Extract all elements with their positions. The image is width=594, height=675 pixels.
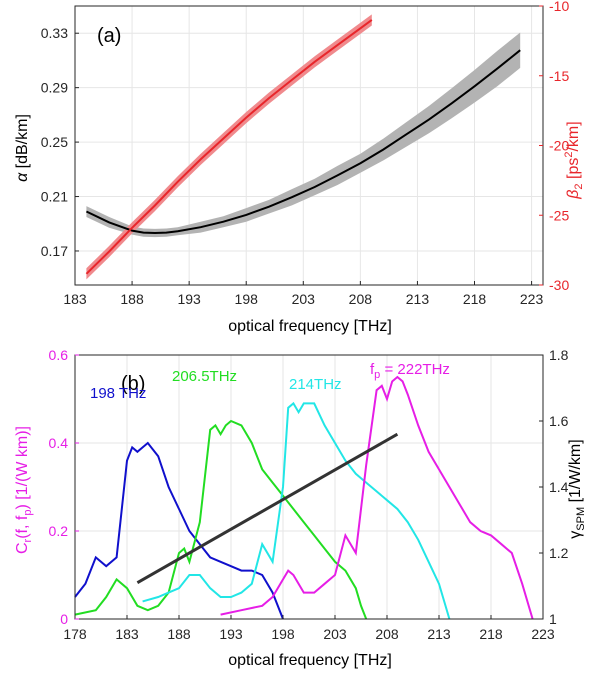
x-tick-label-b-6: 208: [375, 626, 399, 642]
y-tick-label-right-b-4: 1.8: [549, 347, 569, 363]
chart-panel-b: 178 183 188 193 198 203 208 213 218 223 0 0.2 0.4 0.…: [14, 347, 587, 669]
grid-a: [74, 6, 543, 285]
x-tick-label-a-4: 203: [292, 291, 316, 307]
y-tick-label-left-b-1: 0.2: [49, 523, 69, 539]
y-tick-label-right-b-0: 1: [549, 611, 557, 627]
x-tick-label-b-2: 188: [167, 626, 191, 642]
series-line-b-1: [74, 419, 368, 620]
y-ticks-right-b: 1 1.2 1.4 1.6 1.8: [539, 347, 569, 627]
annotations-b: 198 THz 206.5THz 214THz fp = 222THz: [90, 361, 450, 402]
y-ticks-right-a: -30 -25 -20 -15 -10: [539, 0, 569, 293]
y-axis-label-left-b: Cr(f, fp) [1/(W km)]: [14, 426, 34, 554]
series-a: [85, 19, 521, 275]
gamma-spm-trend-line: [136, 432, 399, 585]
x-tick-label-b-9: 223: [531, 626, 555, 642]
annotation-label-1: 206.5THz: [172, 368, 237, 385]
alpha-line: [85, 49, 521, 235]
y-ticks-left-b: 0 0.2 0.4 0.6: [49, 347, 79, 627]
panel-label-b: (b): [121, 373, 145, 395]
x-tick-label-a-8: 223: [520, 291, 544, 307]
annotation-label-0: 198 THz: [90, 385, 146, 402]
x-axis-label-a: optical frequency [THz]: [228, 318, 392, 335]
x-tick-label-b-0: 178: [63, 626, 87, 642]
y-tick-label-right-a-2: -20: [549, 138, 569, 154]
y-tick-label-left-b-2: 0.4: [49, 435, 69, 451]
y-tick-label-left-b-0: 0: [60, 611, 68, 627]
beta2-band: [86, 14, 372, 280]
beta2-line: [85, 19, 373, 275]
series-line-b-2: [142, 401, 451, 620]
y-tick-label-right-b-3: 1.6: [549, 413, 569, 429]
y-tick-label-right-a-1: -25: [549, 207, 569, 223]
y-tick-label-left-a-3: 0.29: [41, 80, 68, 96]
chart-panel-a: 183 188 193 198 203 208 213 218 223 0.17 0.21 0.25…: [14, 0, 585, 335]
y-tick-label-left-a-0: 0.17: [41, 243, 68, 259]
x-tick-label-a-6: 213: [406, 291, 430, 307]
x-ticks-a: 183 188 193 198 203 208 213 218 223: [63, 281, 543, 307]
x-tick-label-b-4: 198: [271, 626, 295, 642]
y-tick-label-right-a-3: -15: [549, 68, 569, 84]
series-b: [74, 375, 534, 620]
series-line-b-0: [74, 441, 284, 620]
x-tick-label-a-3: 198: [235, 291, 259, 307]
y-tick-label-right-b-2: 1.4: [549, 479, 569, 495]
x-tick-label-a-0: 183: [63, 291, 87, 307]
y-tick-label-left-a-1: 0.21: [41, 189, 68, 205]
x-tick-label-a-2: 193: [177, 291, 201, 307]
x-tick-label-a-1: 188: [120, 291, 144, 307]
y-axis-label-right-a: β2 [ps2/km]: [563, 121, 585, 199]
x-ticks-b: 178 183 188 193 198 203 208 213 218 223: [63, 615, 555, 642]
x-tick-label-b-8: 218: [479, 626, 503, 642]
x-tick-label-b-3: 193: [219, 626, 243, 642]
x-axis-label-b: optical frequency [THz]: [228, 652, 392, 669]
x-tick-label-a-5: 208: [349, 291, 373, 307]
y-tick-label-left-a-2: 0.25: [41, 134, 68, 150]
x-tick-label-b-5: 203: [323, 626, 347, 642]
y-axis-label-right-b: γSPM [1/W/km]: [567, 439, 587, 538]
y-tick-label-right-b-1: 1.2: [549, 545, 569, 561]
x-tick-label-b-7: 213: [427, 626, 451, 642]
alpha-band: [86, 32, 521, 238]
panel-label-a: (a): [97, 25, 121, 47]
series-line-b-3: [220, 375, 534, 620]
y-tick-label-left-b-3: 0.6: [49, 347, 69, 363]
y-tick-label-right-a-0: -30: [549, 277, 569, 293]
plot-frame-a: [74, 5, 544, 286]
annotation-label-2: 214THz: [289, 376, 342, 393]
x-tick-label-b-1: 183: [115, 626, 139, 642]
x-tick-label-a-7: 218: [463, 291, 487, 307]
y-tick-label-right-a-4: -10: [549, 0, 569, 14]
y-tick-label-left-a-4: 0.33: [41, 25, 68, 41]
y-ticks-left-a: 0.17 0.21 0.25 0.29 0.33: [41, 25, 79, 259]
y-axis-label-left-a: α [dB/km]: [14, 114, 31, 182]
annotation-label-3: fp = 222THz: [370, 361, 450, 381]
